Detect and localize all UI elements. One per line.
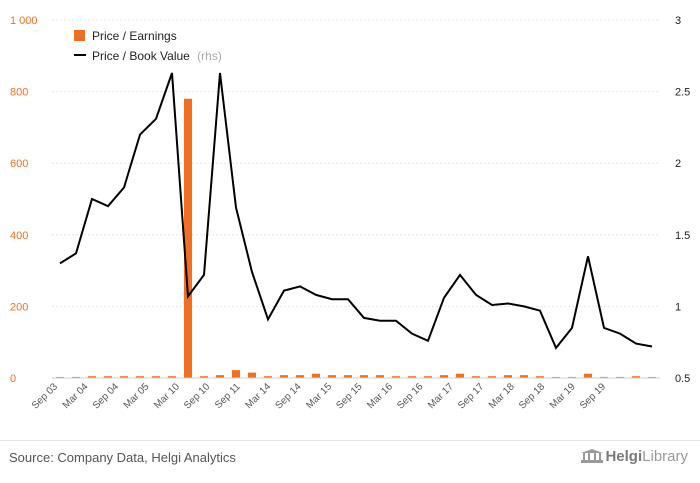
pe-bar <box>360 375 368 378</box>
x-tick-label: Mar 18 <box>487 381 517 411</box>
pe-bar <box>312 373 320 378</box>
x-tick-label: Mar 15 <box>304 381 334 411</box>
legend-pe-label: Price / Earnings <box>92 29 177 43</box>
pe-bar <box>456 373 464 378</box>
grid <box>52 19 660 379</box>
pe-bar <box>232 370 240 378</box>
y-right-tick-label: 2 <box>675 158 681 170</box>
pe-bar <box>200 376 208 378</box>
y-left-tick-label: 800 <box>10 87 28 99</box>
footer-divider <box>0 440 700 441</box>
pe-bar <box>504 375 512 378</box>
pe-bar <box>216 375 224 378</box>
pe-bar <box>104 376 112 378</box>
y-left-tick-label: 200 <box>10 301 28 313</box>
x-tick-label: Mar 17 <box>426 381 456 411</box>
pe-bar <box>264 376 272 378</box>
pe-bar <box>632 376 640 378</box>
pe-bar <box>120 376 128 378</box>
legend-pe-swatch <box>74 30 85 41</box>
pe-bar <box>344 375 352 378</box>
x-tick-label: Mar 14 <box>243 381 273 411</box>
y-left-tick-label: 1 000 <box>10 15 38 27</box>
x-tick-label: Sep 03 <box>30 381 60 411</box>
pe-bar <box>408 376 416 378</box>
pb-line-group <box>59 72 653 350</box>
pe-bar <box>568 376 576 378</box>
logo-name: Helgi <box>605 448 643 465</box>
x-tick-label: Mar 16 <box>365 381 395 411</box>
x-tick-label: Sep 18 <box>517 381 547 411</box>
x-tick-label: Mar 19 <box>548 381 578 411</box>
pe-bar <box>536 376 544 378</box>
logo-suffix: Library <box>642 448 688 465</box>
x-tick-label: Mar 04 <box>61 381 91 411</box>
pe-bar <box>584 373 592 378</box>
pe-bar <box>296 375 304 378</box>
x-tick-label: Sep 15 <box>334 381 364 411</box>
pe-bar <box>488 376 496 378</box>
y-right-tick-label: 2.5 <box>675 87 690 99</box>
pe-bar <box>552 376 560 378</box>
legend-pb-name: Price / Book Value <box>92 49 190 63</box>
pe-bar <box>328 375 336 378</box>
x-tick-label: Sep 17 <box>456 381 486 411</box>
y-left-tick-label: 0 <box>10 373 16 385</box>
pe-bar <box>616 376 624 378</box>
y-right-tick-label: 0.5 <box>675 373 690 385</box>
x-tick-label: Sep 10 <box>182 381 212 411</box>
pe-bar <box>280 375 288 378</box>
pb-line <box>59 72 653 350</box>
x-tick-label: Sep 11 <box>213 381 243 411</box>
x-tick-label: Sep 14 <box>273 381 303 411</box>
x-tick-label: Mar 10 <box>152 381 182 411</box>
x-tick-label: Sep 19 <box>578 381 608 411</box>
pe-bar <box>520 375 528 378</box>
pe-bar <box>440 375 448 378</box>
pe-bar <box>648 376 656 378</box>
pe-bar <box>600 376 608 378</box>
pe-bar <box>424 376 432 378</box>
y-right-tick-label: 1.5 <box>675 230 690 242</box>
helgi-library-logo[interactable]: Helgi Library <box>579 448 688 465</box>
pe-bar <box>72 376 80 378</box>
library-building-icon <box>581 448 604 463</box>
legend: Price / Earnings Price / Book Value (rhs… <box>74 29 222 63</box>
source-note: Source: Company Data, Helgi Analytics <box>9 450 236 465</box>
y-left-tick-label: 600 <box>10 158 28 170</box>
pe-bars <box>56 98 656 378</box>
pe-bar <box>376 375 384 378</box>
pe-bar <box>168 376 176 378</box>
pe-bar <box>152 376 160 378</box>
x-tick-label: Sep 04 <box>91 381 121 411</box>
pe-bar <box>248 372 256 378</box>
legend-pb-label: Price / Book Value (rhs) <box>92 49 222 63</box>
pe-bar <box>136 376 144 378</box>
y-left-tick-label: 400 <box>10 230 28 242</box>
pe-bar <box>88 376 96 378</box>
y-right-tick-label: 3 <box>675 15 681 27</box>
legend-pb-rhs: (rhs) <box>197 49 222 63</box>
pe-bar <box>184 98 192 378</box>
pe-bar <box>56 376 64 378</box>
pe-bar <box>472 376 480 378</box>
y-right-tick-label: 1 <box>675 301 681 313</box>
x-tick-label: Sep 16 <box>395 381 425 411</box>
pe-bar <box>392 376 400 378</box>
x-tick-label: Mar 05 <box>122 381 152 411</box>
